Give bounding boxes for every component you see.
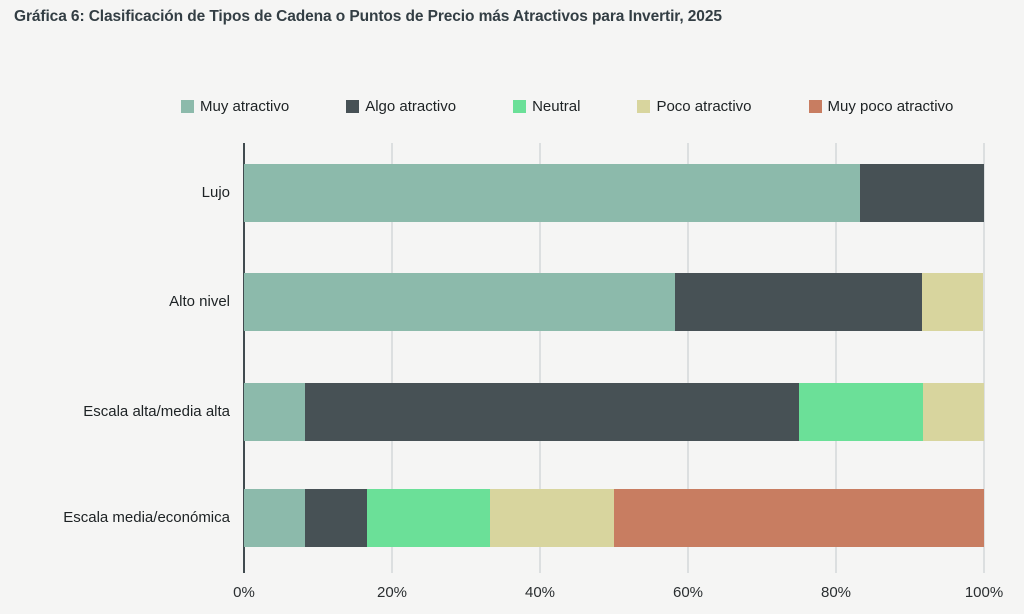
bar-row	[244, 164, 984, 222]
bar-segment-muy-atractivo	[244, 164, 861, 222]
legend-item: Muy atractivo	[181, 98, 289, 115]
bar-row	[244, 489, 984, 547]
bar-segment-muy-atractivo	[244, 383, 306, 441]
bar-segment-poco-atractivo	[922, 383, 984, 441]
bar-segment-neutral	[798, 383, 923, 441]
bar-segment-poco-atractivo	[921, 273, 984, 331]
bar-segment-muy-atractivo	[244, 489, 306, 547]
bar-segment-algo-atractivo	[675, 273, 922, 331]
bar-segment-neutral	[366, 489, 491, 547]
bar-row	[244, 273, 984, 331]
legend-item: Muy poco atractivo	[808, 98, 954, 115]
legend-swatch	[181, 100, 194, 113]
legend-label: Muy atractivo	[200, 98, 290, 115]
gridline	[983, 143, 985, 573]
bar-segment-algo-atractivo	[305, 383, 799, 441]
legend-item: Neutral	[513, 98, 580, 115]
legend-label: Algo atractivo	[365, 98, 457, 115]
chart-title: Gráfica 6: Clasificación de Tipos de Cad…	[14, 8, 722, 25]
legend-label: Poco atractivo	[656, 98, 752, 115]
x-axis-tick-label: 0%	[233, 584, 255, 601]
y-axis-line	[243, 143, 245, 573]
legend-item: Algo atractivo	[346, 98, 456, 115]
category-label: Alto nivel	[169, 293, 230, 310]
legend-swatch	[637, 100, 651, 113]
legend-swatch	[513, 100, 527, 113]
x-axis-tick-label: 80%	[820, 584, 852, 601]
x-axis-tick-label: 60%	[672, 584, 704, 601]
legend-item: Poco atractivo	[637, 98, 752, 115]
bar-segment-muy-atractivo	[244, 273, 676, 331]
x-axis-tick-label: 100%	[964, 584, 1004, 601]
bar-segment-algo-atractivo	[860, 164, 984, 222]
gridline	[391, 143, 393, 573]
category-label: Escala alta/media alta	[83, 403, 230, 420]
category-label: Escala media/económica	[63, 509, 230, 526]
bar-segment-poco-atractivo	[490, 489, 614, 547]
legend-swatch	[808, 100, 822, 113]
gridline	[539, 143, 541, 573]
gridline	[835, 143, 837, 573]
gridline	[687, 143, 689, 573]
bar-row	[244, 383, 984, 441]
legend: Muy atractivo Algo atractivo Neutral Poco a…	[181, 98, 1004, 115]
legend-label: Neutral	[532, 98, 581, 115]
bar-segment-algo-atractivo	[305, 489, 367, 547]
legend-swatch	[346, 100, 360, 113]
legend-label: Muy poco atractivo	[827, 98, 954, 115]
x-axis-tick-label: 40%	[524, 584, 556, 601]
x-axis-tick-label: 20%	[376, 584, 408, 601]
bar-segment-muy-poco-atractivo	[613, 489, 984, 547]
category-label: Lujo	[201, 184, 230, 201]
